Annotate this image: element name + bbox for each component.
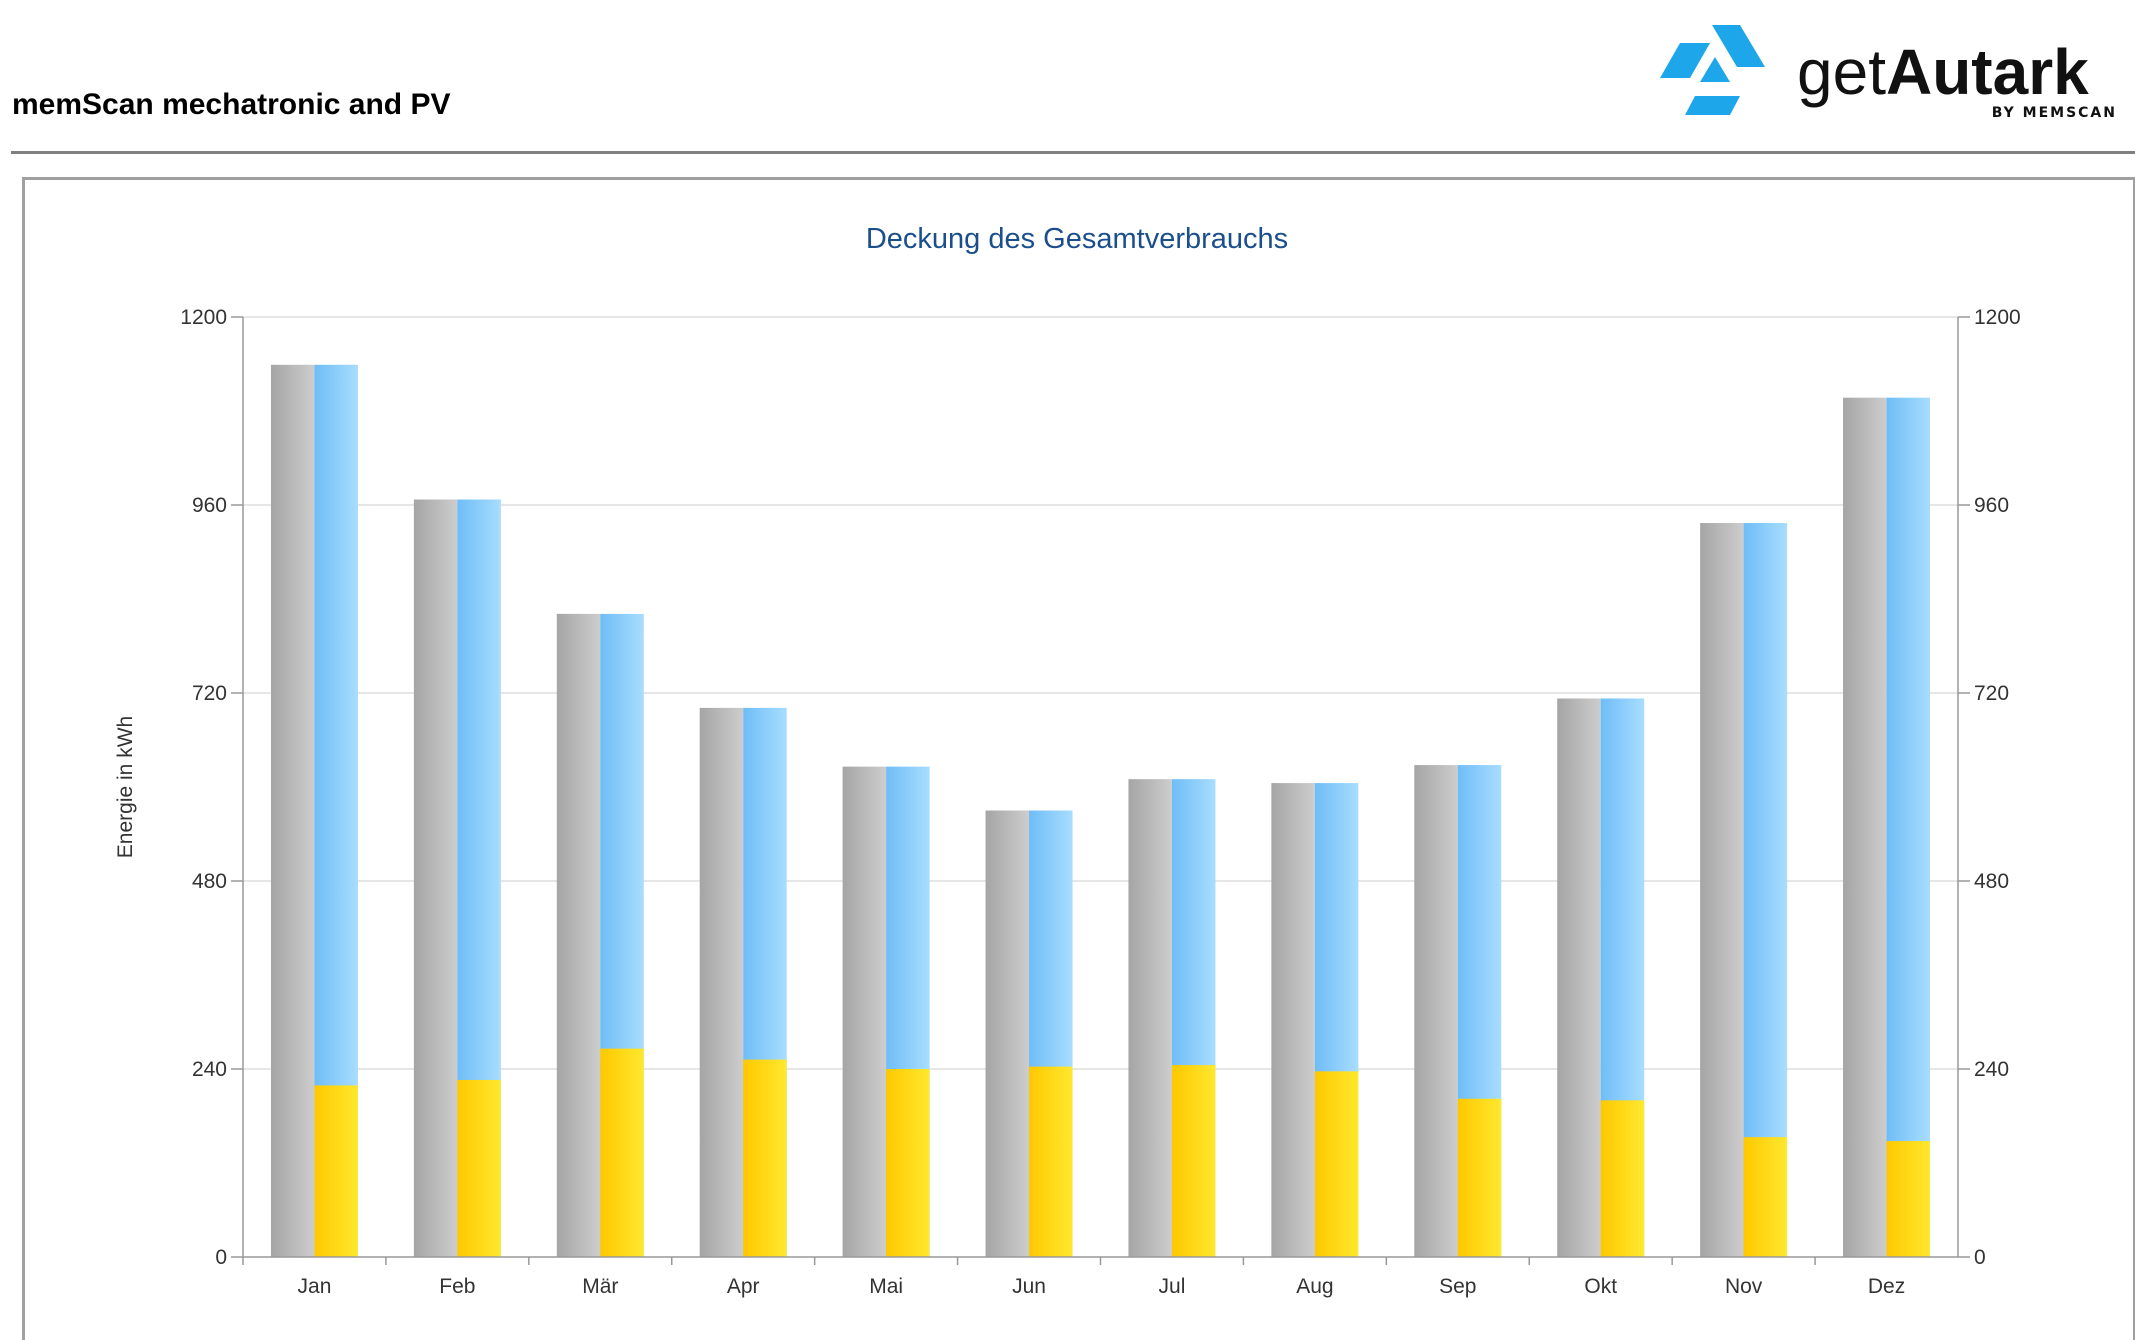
bar-gray-Aug (1271, 783, 1315, 1257)
y-tick-label-left: 720 (192, 682, 227, 705)
bar-yellow-Mär (600, 1048, 644, 1257)
bar-gray-Feb (413, 499, 458, 1257)
bar-gray-Okt (1557, 698, 1601, 1257)
bar-yellow-Mai (886, 1069, 930, 1257)
y-tick-label-right: 480 (1974, 870, 2009, 893)
x-tick-label: Feb (439, 1275, 475, 1298)
y-tick-label-right: 720 (1974, 682, 2009, 705)
bar-yellow-Jul (1171, 1065, 1216, 1257)
bar-yellow-Dez (1886, 1141, 1931, 1257)
bar-yellow-Sep (1457, 1098, 1502, 1257)
y-tick-label-left: 0 (215, 1246, 227, 1269)
y-tick-label-right: 1200 (1974, 306, 2021, 329)
bar-gray-Sep (1414, 765, 1458, 1257)
x-tick-label: Aug (1296, 1275, 1333, 1298)
bar-yellow-Jun (1029, 1066, 1073, 1257)
x-tick-label: Okt (1584, 1275, 1617, 1298)
bar-yellow-Nov (1743, 1137, 1788, 1257)
bar-yellow-Jan (314, 1085, 358, 1257)
x-tick-label: Jan (298, 1275, 332, 1298)
bar-gray-Dez (1843, 397, 1887, 1257)
bar-yellow-Apr (743, 1059, 787, 1257)
y-tick-label-right: 0 (1974, 1246, 1986, 1269)
y-tick-label-right: 240 (1974, 1058, 2009, 1081)
x-tick-label: Sep (1439, 1275, 1476, 1298)
y-tick-label-left: 240 (192, 1058, 227, 1081)
x-tick-label: Dez (1868, 1275, 1905, 1298)
bar-gray-Jan (270, 364, 315, 1257)
x-tick-label: Nov (1725, 1275, 1763, 1298)
x-tick-label: Mai (869, 1275, 903, 1298)
bar-gray-Apr (699, 707, 744, 1257)
x-tick-label: Jun (1012, 1275, 1046, 1298)
logo-subtext: BY MEMSCAN (1992, 105, 2117, 121)
bar-gray-Jul (1128, 779, 1172, 1257)
chart-title: Deckung des Gesamtverbrauchs (866, 223, 1288, 255)
bar-gray-Mär (556, 613, 601, 1257)
y-tick-label-left: 960 (192, 494, 227, 517)
bar-blue-Nov (1743, 523, 1788, 1257)
bar-gray-Nov (1700, 523, 1744, 1257)
bar-blue-Dez (1886, 397, 1931, 1257)
y-tick-label-left: 480 (192, 870, 227, 893)
header-divider (11, 151, 2135, 154)
x-tick-label: Mär (582, 1275, 618, 1298)
y-tick-label-right: 960 (1974, 494, 2009, 517)
bar-yellow-Feb (457, 1079, 501, 1257)
logo-mark-icon (1660, 25, 1765, 115)
x-tick-label: Apr (727, 1275, 760, 1298)
bar-yellow-Aug (1314, 1071, 1359, 1257)
bar-gray-Mai (842, 766, 887, 1257)
bar-gray-Jun (985, 810, 1030, 1257)
getautark-logo: getAutark BY MEMSCAN (1660, 25, 2117, 121)
x-tick-label: Jul (1159, 1275, 1186, 1298)
chart-panel (22, 177, 2135, 1340)
y-axis-label: Energie in kWh (114, 716, 137, 858)
bar-yellow-Okt (1600, 1100, 1645, 1257)
y-tick-label-left: 1200 (180, 306, 227, 329)
logo-text: getAutark (1797, 36, 2089, 108)
report-title: memScan mechatronic and PV (12, 88, 451, 121)
